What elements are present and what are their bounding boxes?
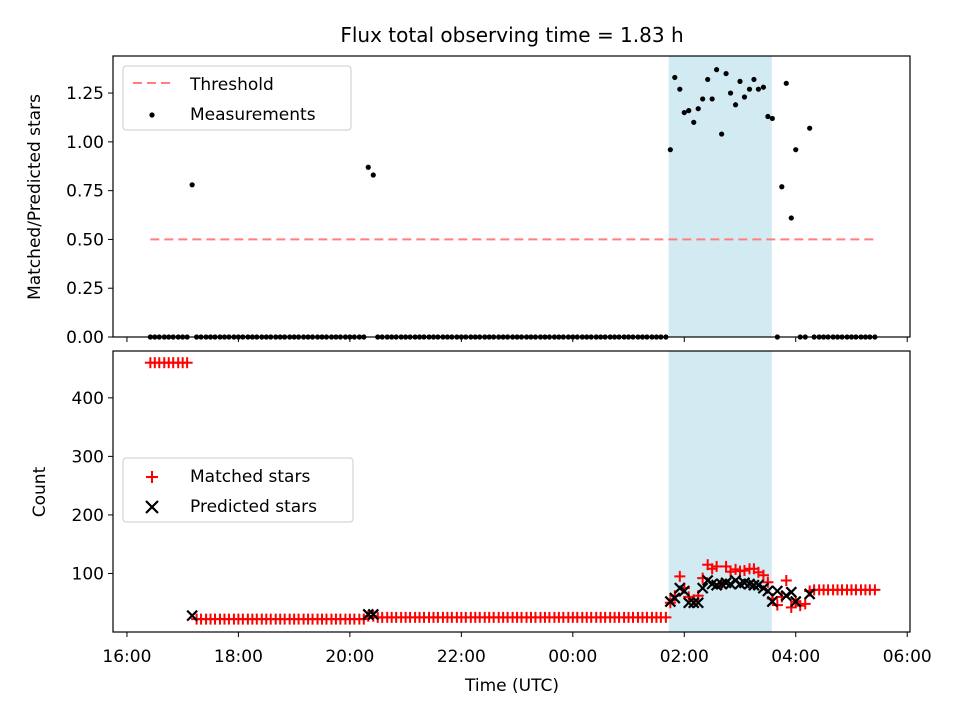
ratio-y-tick-label: 0.75 — [66, 182, 104, 202]
ratio-y-tick-label: 0.25 — [66, 279, 104, 299]
predicted-star-marker — [766, 595, 779, 608]
ratio-y-axis-label: Matched/Predicted stars — [25, 94, 45, 300]
predicted-star-marker — [696, 582, 709, 594]
matched-star-marker — [757, 569, 769, 581]
measurement-point — [741, 94, 748, 100]
count-legend-box — [122, 457, 354, 523]
measurement-point — [705, 76, 711, 83]
x-tick-label: 00:00 — [548, 647, 597, 667]
measurement-point — [709, 96, 715, 102]
predicted-star-marker — [367, 608, 380, 621]
chart-title: Flux total observing time = 1.83 h — [340, 23, 683, 47]
x-axis-label: Time (UTC) — [464, 676, 559, 696]
x-tick-label: 02:00 — [660, 647, 709, 667]
ratio-plot-frame — [112, 55, 911, 338]
measurement-point — [681, 109, 687, 116]
measurement-point — [719, 131, 725, 137]
predicted-star-marker — [748, 579, 760, 591]
count-y-tick-label: 400 — [72, 389, 104, 409]
count-y-tick-label: 300 — [72, 447, 104, 467]
ratio-legend-box — [122, 65, 352, 131]
x-tick-label: 20:00 — [325, 647, 374, 667]
matched-star-marker — [725, 566, 737, 578]
measurement-point — [746, 86, 753, 92]
measurement-point — [737, 78, 743, 84]
legend-threshold-label: Threshold — [189, 75, 274, 95]
measurement-point — [765, 113, 771, 120]
count-legend: Matched stars Predicted stars — [122, 457, 354, 523]
x-tick-label: 18:00 — [214, 647, 263, 667]
matched-star-marker — [660, 611, 672, 623]
observing-window-shade — [668, 56, 772, 337]
measurement-point — [695, 106, 701, 112]
measurement-point — [365, 164, 371, 170]
matched-star-marker — [780, 574, 792, 586]
ratio-y-tick-label: 0.00 — [66, 328, 104, 348]
predicted-star-marker — [669, 592, 681, 604]
measurement-point — [793, 147, 799, 153]
measurement-point — [779, 184, 785, 190]
predicted-star-marker — [362, 608, 375, 621]
x-tick-label: 04:00 — [771, 647, 820, 667]
measurement-point — [755, 86, 762, 92]
legend-predicted-label: Predicted stars — [190, 497, 317, 517]
legend-predicted-swatch — [145, 500, 159, 514]
count-y-axis-label: Count — [30, 466, 50, 517]
predicted-star-marker — [682, 596, 695, 609]
legend-matched-swatch — [146, 471, 158, 483]
x-tick-label: 16:00 — [102, 647, 151, 667]
matched-star-marker — [738, 565, 750, 577]
count-panel: 100 200 300 400 16:00 18:00 20:00 22:00 00:00 02… — [30, 350, 932, 696]
predicted-star-marker — [186, 609, 198, 622]
matched-star-marker — [785, 601, 797, 613]
predicted-star-marker — [678, 585, 691, 597]
count-y-tick-label: 200 — [72, 506, 104, 526]
matched-star-marker — [762, 576, 774, 588]
matched-star-marker — [799, 598, 811, 610]
legend-matched-label: Matched stars — [190, 467, 310, 487]
predicted-star-marker — [762, 585, 774, 597]
ratio-panel: 0.00 0.25 0.50 0.75 1.00 1.25 Matched/Predict… — [25, 55, 911, 348]
matched-star-marker — [711, 560, 723, 572]
measurement-point — [788, 215, 794, 221]
legend-measurements-swatch — [149, 112, 155, 118]
measurement-point — [727, 90, 734, 96]
measurement-point — [732, 102, 739, 108]
predicted-star-marker — [692, 596, 704, 609]
matched-star-marker — [869, 584, 881, 596]
predicted-star-marker — [771, 585, 784, 597]
predicted-star-marker — [785, 586, 798, 598]
predicted-star-marker — [803, 588, 816, 600]
x-tick-label: 22:00 — [437, 647, 486, 667]
measurement-point — [760, 84, 767, 90]
measurement-point — [723, 70, 729, 77]
ratio-y-tick-label: 1.25 — [66, 84, 104, 104]
x-tick-label: 06:00 — [883, 647, 932, 667]
measurement-point — [672, 74, 678, 81]
measurement-point — [751, 76, 757, 83]
legend-measurements-label: Measurements — [190, 105, 316, 125]
measurement-point — [686, 108, 692, 114]
measurement-point — [714, 67, 720, 73]
ratio-legend: Threshold Measurements — [122, 65, 352, 131]
count-plot-frame — [112, 350, 911, 633]
measurement-point — [677, 86, 683, 92]
count-y-tick-label: 100 — [72, 564, 104, 584]
measurement-point — [807, 125, 813, 131]
matched-star-marker — [181, 357, 193, 369]
ratio-y-tick-label: 1.00 — [66, 133, 104, 153]
predicted-star-marker — [789, 595, 802, 608]
matched-star-marker — [674, 570, 686, 582]
measurement-point — [667, 147, 673, 153]
measurement-point — [691, 119, 697, 125]
measurement-point — [189, 182, 195, 188]
measurement-point — [783, 80, 789, 86]
measurement-point — [769, 115, 775, 122]
measurement-point — [700, 96, 706, 102]
ratio-y-tick-label: 0.50 — [66, 230, 104, 250]
measurement-point — [370, 172, 376, 178]
predicted-star-marker — [687, 596, 700, 609]
